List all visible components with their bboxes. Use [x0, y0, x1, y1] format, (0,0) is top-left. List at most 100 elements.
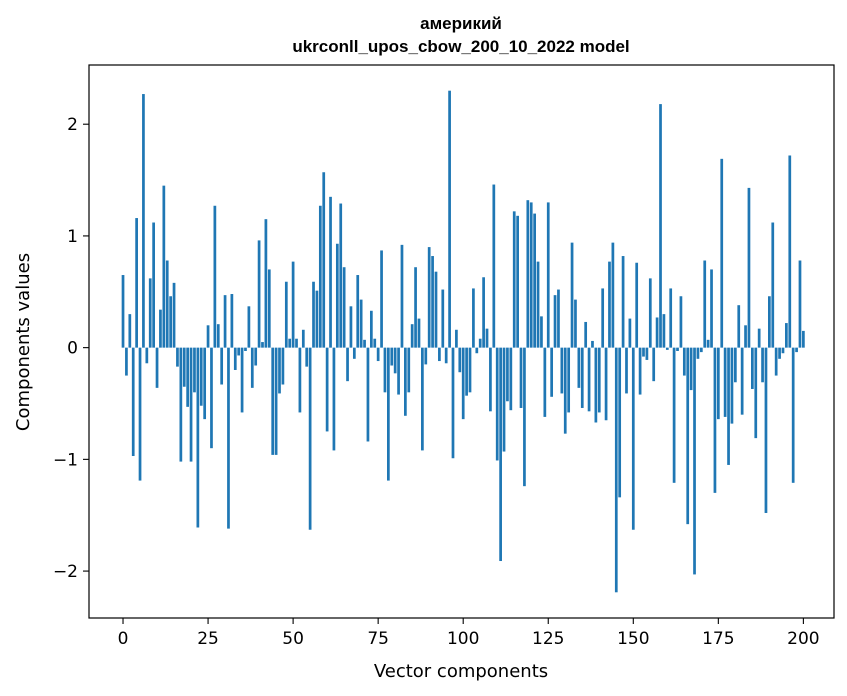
bar-31 [227, 347, 230, 529]
x-tick-label: 75 [367, 629, 389, 649]
bar-140 [597, 347, 601, 413]
bar-50 [291, 261, 295, 348]
bar-53 [301, 329, 305, 348]
bar-177 [723, 347, 727, 417]
bar-66 [346, 347, 349, 382]
bar-103 [472, 288, 475, 348]
y-tick-label: −1 [53, 450, 78, 470]
bar-78 [387, 347, 390, 481]
bar-189 [764, 347, 768, 513]
x-tick-label: 125 [532, 629, 564, 649]
bar-19 [186, 347, 190, 407]
bar-85 [410, 324, 414, 348]
bar-155 [648, 278, 652, 348]
bar-163 [676, 347, 679, 351]
bar-136 [584, 321, 588, 348]
bar-58 [318, 205, 322, 348]
bar-72 [366, 347, 370, 442]
bar-41 [261, 342, 264, 348]
bar-21 [193, 347, 196, 393]
bar-55 [308, 347, 312, 530]
bar-199 [798, 260, 802, 348]
bar-153 [642, 347, 645, 357]
bar-89 [424, 347, 428, 365]
bar-77 [383, 347, 387, 393]
bar-80 [393, 347, 397, 374]
bar-115 [512, 211, 516, 348]
bar-series [121, 90, 805, 593]
bar-56 [312, 281, 315, 348]
bar-28 [216, 324, 220, 348]
bar-23 [199, 347, 203, 406]
x-tick-label: 0 [118, 629, 129, 649]
y-tick-label: −2 [53, 562, 78, 582]
bar-40 [257, 240, 261, 348]
bar-59 [322, 172, 326, 348]
bar-15 [172, 282, 176, 348]
bar-149 [628, 318, 632, 348]
bar-71 [363, 339, 366, 348]
bar-186 [754, 347, 758, 439]
bar-125 [546, 202, 550, 348]
bar-178 [727, 347, 730, 465]
bar-51 [295, 338, 298, 348]
bar-45 [274, 347, 278, 455]
bar-0 [121, 275, 125, 348]
bar-70 [359, 299, 363, 348]
bar-133 [574, 299, 577, 348]
bar-98 [455, 329, 458, 348]
bar-144 [611, 242, 615, 348]
bar-191 [771, 222, 775, 348]
bar-196 [788, 155, 792, 348]
bar-119 [526, 200, 530, 348]
bar-86 [414, 267, 417, 348]
bar-185 [751, 347, 754, 389]
bar-182 [740, 347, 744, 415]
bar-148 [625, 347, 628, 394]
plot-frame [88, 64, 835, 619]
bar-121 [533, 213, 536, 348]
bar-106 [482, 277, 485, 348]
bar-116 [516, 215, 519, 348]
bar-127 [553, 295, 557, 348]
bar-6 [142, 94, 145, 348]
bar-114 [509, 347, 513, 411]
bar-90 [427, 247, 431, 348]
bar-47 [281, 347, 285, 385]
bar-197 [791, 347, 795, 483]
bar-188 [761, 347, 764, 383]
bar-46 [278, 347, 281, 394]
bar-11 [159, 309, 162, 348]
bar-179 [730, 347, 734, 424]
bar-142 [604, 347, 608, 421]
bar-61 [329, 196, 332, 348]
bar-190 [768, 296, 771, 348]
bar-130 [563, 347, 567, 434]
x-tick-label: 50 [282, 629, 304, 649]
bar-154 [645, 347, 649, 360]
bar-145 [614, 347, 618, 593]
bar-122 [536, 261, 540, 348]
bar-64 [339, 203, 343, 348]
bar-97 [451, 347, 455, 459]
bar-30 [223, 295, 227, 348]
bar-132 [570, 242, 574, 348]
bar-151 [635, 262, 639, 348]
bar-183 [744, 325, 747, 348]
bar-88 [421, 347, 424, 451]
bar-10 [155, 347, 159, 388]
bar-172 [706, 339, 710, 348]
bar-146 [618, 347, 622, 498]
bar-193 [778, 347, 781, 359]
bar-8 [148, 278, 152, 348]
bar-57 [315, 290, 319, 348]
bar-160 [665, 347, 669, 350]
bar-79 [390, 347, 394, 366]
bar-67 [349, 306, 353, 348]
bar-101 [465, 347, 468, 396]
bar-34 [237, 347, 241, 356]
bar-27 [213, 205, 217, 348]
bar-150 [631, 347, 635, 530]
bar-171 [703, 260, 707, 348]
